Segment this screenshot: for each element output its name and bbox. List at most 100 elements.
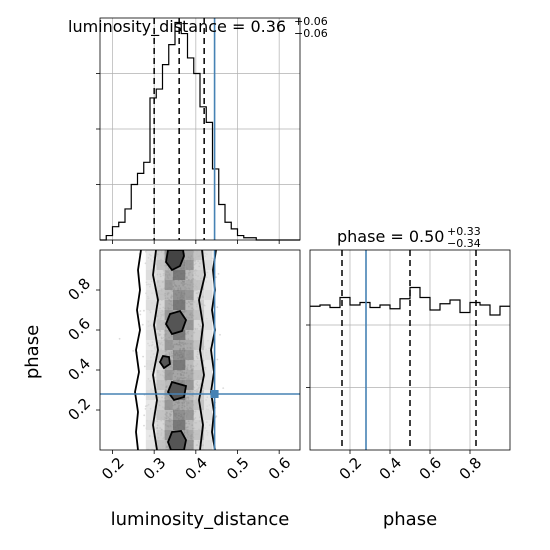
density-cell	[145, 330, 157, 340]
phase-y-tick-label: 0.4	[64, 354, 94, 384]
density-cell	[156, 440, 165, 450]
density-cell	[185, 330, 194, 340]
density-cell	[204, 320, 213, 330]
density-cell	[204, 400, 213, 410]
density-cell	[172, 350, 186, 360]
inner-contour-left	[158, 355, 171, 370]
scatter-point	[216, 358, 219, 361]
density-cell	[172, 300, 186, 310]
density-cell	[185, 250, 194, 260]
scatter-point	[141, 323, 144, 326]
density-cell	[145, 360, 157, 370]
density-cell	[145, 270, 157, 280]
distance-x-tick-label: 0.4	[181, 454, 211, 484]
density-cell	[156, 390, 165, 400]
density-cell	[193, 350, 205, 360]
density-cell	[193, 320, 205, 330]
density-cell	[204, 300, 213, 310]
density-cell	[164, 400, 173, 410]
density-cell	[156, 360, 165, 370]
density-cell	[185, 300, 194, 310]
inner-contour-bottom	[167, 430, 187, 450]
density-cell	[156, 400, 165, 410]
density-cell	[172, 270, 186, 280]
scatter-point	[118, 337, 121, 340]
density-cell	[204, 380, 213, 390]
density-cell	[204, 350, 213, 360]
density-cell	[145, 420, 157, 430]
density-cell	[204, 430, 213, 440]
density-cell	[145, 250, 157, 260]
density-cell	[172, 280, 186, 290]
density-cell	[156, 300, 165, 310]
scatter-point	[142, 355, 145, 358]
density-cell	[193, 440, 205, 450]
density-cell	[164, 410, 173, 420]
middle-contour	[152, 250, 206, 450]
density-cell	[185, 310, 194, 320]
density-cell	[193, 430, 205, 440]
distance-x-ticks: 0.2 0.3 0.4 0.5 0.6	[98, 450, 294, 483]
phase-y-tick-label: 0.2	[64, 394, 94, 424]
density-cell	[185, 410, 194, 420]
density-cell	[156, 290, 165, 300]
density-cell	[185, 400, 194, 410]
density-cell	[204, 290, 213, 300]
y-axis-label-phase: phase	[22, 325, 43, 379]
density-cell	[185, 360, 194, 370]
density-cell	[172, 340, 186, 350]
phase-title-upper: +0.33	[447, 225, 481, 238]
x-axis-label-phase: phase	[383, 509, 437, 530]
phase-y-tick-label: 0.6	[64, 314, 94, 344]
density-cell	[145, 410, 157, 420]
inner-contour-low	[166, 380, 188, 402]
luminosity-distance-title: luminosity_distance = 0.36	[68, 17, 286, 37]
density-cell	[145, 370, 157, 380]
density-cell	[185, 420, 194, 430]
distance-x-tick-label: 0.3	[140, 454, 170, 484]
scatter-point	[143, 414, 146, 417]
density-cell	[164, 420, 173, 430]
density-cell	[164, 280, 173, 290]
density-cell	[145, 260, 157, 270]
scatter-point	[132, 350, 135, 352]
density-cell	[185, 280, 194, 290]
phase-y-ticks: 0.2 0.4 0.6 0.8	[64, 274, 100, 424]
scatter-point	[216, 306, 219, 308]
inner-contour-top	[165, 250, 185, 272]
top-histogram-step	[100, 21, 300, 241]
density-cell	[193, 280, 205, 290]
density-cell	[164, 390, 173, 400]
density-cell	[156, 370, 165, 380]
density-cell	[156, 310, 165, 320]
scatter-point	[215, 276, 217, 279]
density-cell	[145, 290, 157, 300]
density-cell	[156, 260, 165, 270]
density-cell	[193, 260, 205, 270]
phase-title: phase = 0.50	[337, 227, 444, 246]
2d-panel-frame	[99, 249, 301, 451]
scatter-point	[217, 273, 220, 275]
density-cell	[185, 350, 194, 360]
density-cell	[185, 440, 194, 450]
density-cell	[164, 380, 173, 390]
density-cell	[156, 380, 165, 390]
density-cell	[156, 350, 165, 360]
density-cell	[185, 370, 194, 380]
density-cell	[164, 300, 173, 310]
density-cell	[204, 370, 213, 380]
right-panel-quantile-lines	[341, 250, 477, 450]
density-cell	[204, 270, 213, 280]
density-cell	[145, 380, 157, 390]
density-cell	[145, 340, 157, 350]
top-panel-ticks	[96, 73, 280, 244]
density-cell	[156, 420, 165, 430]
phase-x-tick-label: 0.2	[336, 454, 366, 484]
density-cell	[204, 340, 213, 350]
density-cell	[156, 330, 165, 340]
density-cell	[204, 260, 213, 270]
density-cell	[172, 400, 186, 410]
density-cell	[185, 430, 194, 440]
phase-histogram-panel: 0.2 0.4 0.6 0.8 phase = 0.50 +0.33 −0.34 ph…	[306, 225, 511, 530]
